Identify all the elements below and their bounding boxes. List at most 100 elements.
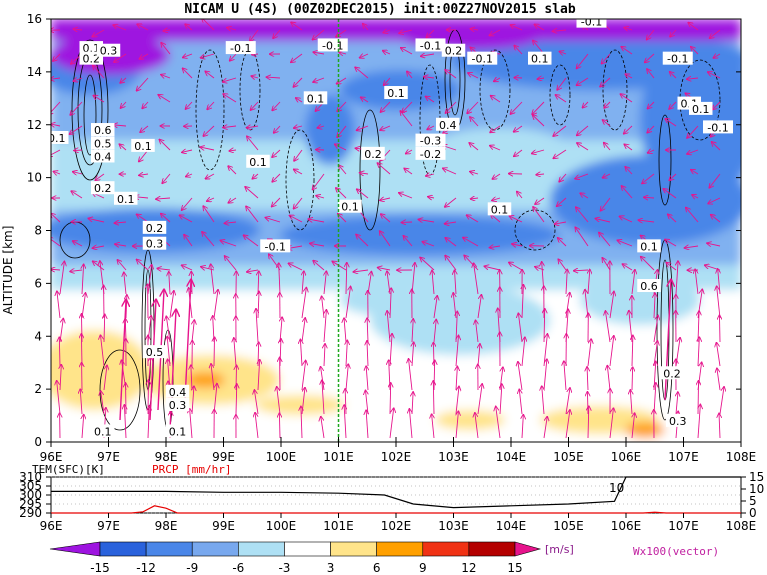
wind-vector — [691, 170, 699, 175]
wind-vector — [587, 339, 591, 367]
wind-vector — [301, 407, 302, 439]
wind-vector — [190, 409, 192, 439]
contour-label: 0.2 — [441, 43, 466, 58]
contour-label: 0.5 — [91, 136, 115, 150]
wind-vector — [354, 270, 369, 272]
contour-label-bg — [467, 51, 498, 65]
wind-vector — [322, 380, 324, 415]
wind-vector — [558, 238, 567, 247]
wind-vector — [182, 265, 193, 271]
colorbar-swatch — [99, 541, 147, 557]
wind-vector — [456, 411, 458, 439]
wind-vector — [445, 256, 457, 271]
wind-vector — [389, 408, 394, 439]
wind-vector — [182, 197, 193, 210]
wind-vector — [70, 101, 83, 115]
wind-vector — [390, 383, 391, 415]
wind-vector — [577, 143, 589, 151]
y-axis-label: ALTITUDE [km] — [1, 226, 15, 315]
wind-vector — [113, 125, 127, 126]
wind-vector — [478, 344, 480, 367]
wind-vector — [719, 414, 720, 439]
wind-vector — [95, 173, 105, 180]
surface-x-tick-label: 107E — [668, 519, 699, 533]
contour-label: -0.2 — [415, 146, 446, 161]
wind-vector — [583, 101, 589, 108]
contour-label: -0.1 — [415, 38, 446, 52]
wind-vector — [712, 142, 721, 151]
wind-vector — [433, 296, 437, 319]
wind-vector — [663, 189, 677, 199]
wind-vector — [632, 336, 633, 367]
wind-vector — [202, 232, 215, 247]
wind-vector — [185, 24, 193, 31]
contour-label: 0.1 — [487, 202, 512, 216]
wind-vector — [566, 270, 567, 295]
wind-vector — [142, 101, 149, 108]
surface-x-tick-label: 103E — [438, 519, 469, 533]
contour-label-bg — [91, 424, 115, 438]
wind-vector — [81, 334, 82, 367]
wind-vector — [265, 218, 281, 223]
contour-label-text: 0.1 — [249, 156, 267, 169]
wind-vector — [632, 413, 635, 439]
wind-vector — [73, 78, 83, 81]
wind-vector — [609, 292, 614, 319]
contour-label: 0.3 — [165, 397, 190, 412]
wind-vector — [644, 197, 655, 198]
x-tick-label: 103E — [438, 450, 469, 464]
wind-vector — [717, 286, 721, 319]
wind-vector — [335, 144, 347, 151]
wind-vector — [433, 381, 434, 415]
wind-vector — [565, 410, 570, 439]
contour-label-text: 0.4 — [169, 386, 187, 399]
wind-vector — [445, 197, 457, 207]
contour-label-text: 0.4 — [439, 119, 457, 132]
wind-vector — [274, 125, 281, 133]
wind-vector — [301, 361, 306, 391]
colorbar-swatch — [376, 541, 424, 557]
surface-x-tick-label: 97E — [97, 519, 120, 533]
wind-vector — [139, 174, 149, 175]
contour-label-bg — [91, 181, 115, 195]
wind-vector — [228, 197, 237, 203]
wind-vector — [51, 101, 61, 115]
contour-label: -0.1 — [260, 239, 291, 253]
y-tick-label: 14 — [27, 65, 42, 79]
wind-vector — [418, 219, 435, 222]
wind-vector — [709, 173, 721, 188]
wind-vector — [688, 23, 699, 31]
wind-vector — [555, 222, 567, 224]
contour-label: 0.1 — [165, 424, 190, 438]
wind-vector — [207, 101, 215, 109]
wind-vector — [51, 269, 61, 270]
wind-vector — [161, 75, 171, 78]
wind-vector — [119, 144, 127, 151]
wind-vector — [201, 267, 215, 270]
wind-vector — [536, 174, 545, 175]
prcp-legend: PRCP [mm/hr] — [152, 463, 231, 476]
wind-vector — [162, 173, 171, 183]
wind-vector — [535, 197, 545, 204]
wind-vector — [339, 165, 347, 175]
wind-vector — [477, 384, 482, 415]
contour-label-bg — [415, 38, 446, 52]
surface-right-tick-label: 0 — [749, 506, 757, 520]
contour-label: -0.1 — [576, 19, 607, 29]
colorbar-level-label: -6 — [232, 561, 244, 575]
wind-vector — [445, 70, 457, 79]
wind-vector — [587, 392, 588, 415]
contour-label-bg — [91, 123, 115, 137]
wind-vector — [475, 413, 479, 439]
wind-vector — [432, 271, 434, 295]
surface-right-tick-label: 15 — [749, 470, 764, 484]
wind-vector — [115, 244, 127, 246]
wind-vector — [247, 126, 259, 128]
vector-legend-label: Wx100(vector) — [633, 545, 719, 558]
contour-label-text: 0.2 — [83, 53, 101, 66]
wind-vector — [421, 54, 435, 56]
wind-vector — [324, 344, 325, 367]
x-tick-label: 102E — [381, 450, 412, 464]
wind-vector — [124, 405, 126, 439]
